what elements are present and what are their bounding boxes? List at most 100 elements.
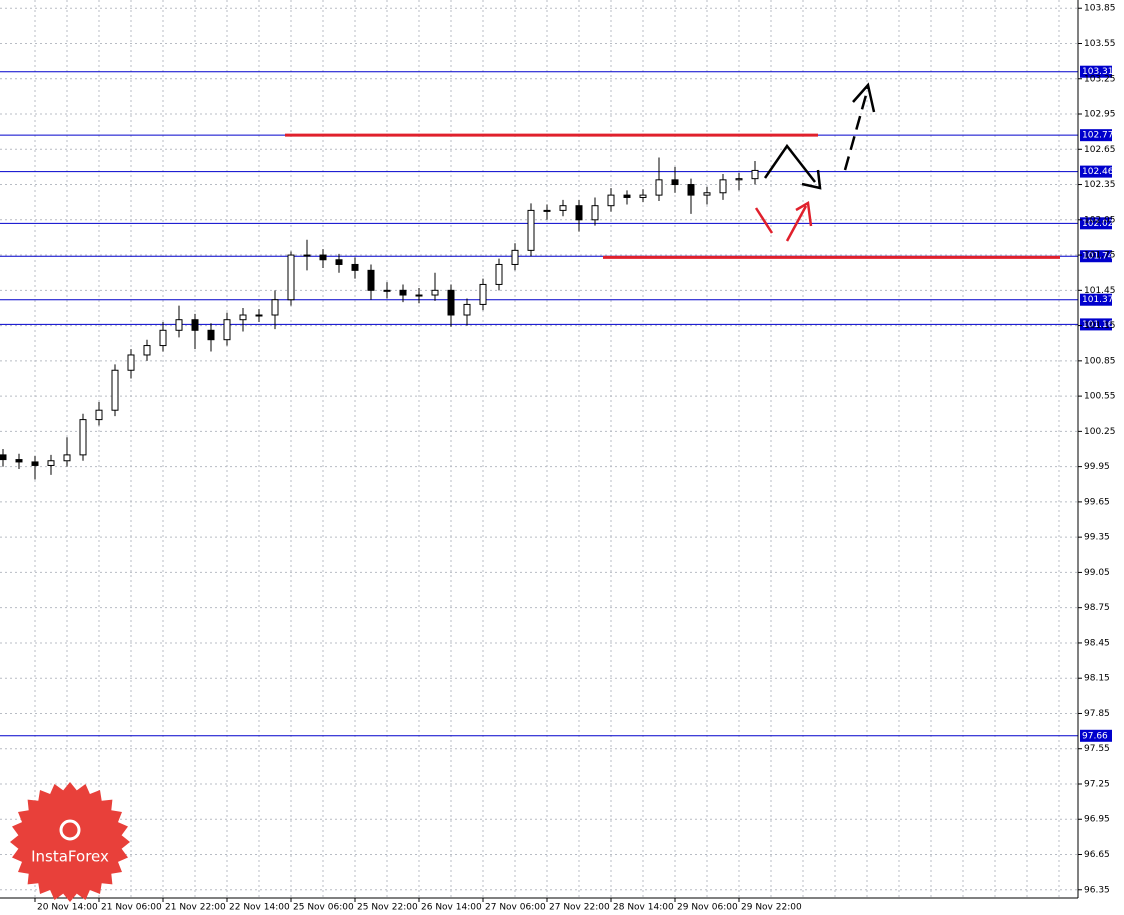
candle-body [239,314,247,321]
candle-body [31,461,39,466]
y-tick-label: 97.25 [1084,779,1110,789]
candle-body [95,409,103,421]
y-tick-label: 98.75 [1084,603,1110,613]
level-label-box [1080,318,1112,331]
level-label-box [1080,165,1112,178]
candle-body [655,179,663,196]
candle-body [671,179,679,186]
candle-body [687,184,695,196]
level-label: 101.37 [1082,295,1114,305]
y-tick-label: 102.35 [1084,180,1116,190]
candle-body [79,419,87,456]
candle-body [111,369,119,411]
candle-body [399,289,407,296]
y-tick-label: 99.95 [1084,462,1110,472]
candle-body [319,254,327,261]
candle-body [639,194,647,198]
logo-icon [59,819,81,841]
level-label: 102.46 [1082,167,1114,177]
candle-body [47,460,55,466]
candle-body [527,209,535,251]
candle-body [735,178,743,181]
level-label-box [1080,250,1112,263]
x-tick-label: 25 Nov 06:00 [293,903,354,913]
candle-body [303,254,311,257]
level-label: 103.31 [1082,67,1114,77]
candle-body [63,454,71,462]
candle-body [415,294,423,297]
candle-body [255,314,263,317]
y-tick-label: 103.25 [1084,74,1116,84]
y-tick-label: 103.85 [1084,4,1116,14]
y-tick-label: 102.05 [1084,215,1116,225]
logo-text: InstaForex [31,848,109,866]
candle-body [207,329,215,341]
y-tick-label: 102.95 [1084,110,1116,120]
y-tick-label: 100.85 [1084,356,1116,366]
candle-body [271,299,279,316]
y-tick-label: 100.25 [1084,427,1116,437]
y-tick-label: 98.15 [1084,674,1110,684]
logo-badge [10,782,130,902]
candle-body [367,269,375,291]
candle-body [559,205,567,211]
x-tick-label: 28 Nov 14:00 [613,903,674,913]
arrow-path [754,207,774,234]
candle-body [383,289,391,292]
candles [0,157,759,480]
x-tick-label: 21 Nov 06:00 [101,903,162,913]
y-tick-label: 100.55 [1084,392,1116,402]
candle-body [543,209,551,212]
y-tick-label: 102.65 [1084,145,1116,155]
candle-body [591,205,599,221]
y-tick-label: 101.75 [1084,251,1116,261]
y-tick-label: 99.65 [1084,497,1110,507]
forecast-arrows [754,82,876,242]
candle-body [223,319,231,341]
x-tick-label: 20 Nov 14:00 [37,903,98,913]
x-tick-label: 25 Nov 22:00 [357,903,418,913]
candle-body [0,454,7,461]
arrow-head [852,82,876,113]
level-label-box [1080,65,1112,78]
arrow-head [795,200,813,227]
y-tick-label: 103.55 [1084,39,1116,49]
arrow-head [801,169,822,190]
candle-body [175,319,183,331]
x-tick-label: 26 Nov 14:00 [421,903,482,913]
candle-body [127,354,135,371]
y-tick-label: 98.45 [1084,638,1110,648]
arrow-path [763,143,816,183]
y-tick-label: 99.35 [1084,533,1110,543]
x-tick-label: 27 Nov 22:00 [549,903,610,913]
candle-body [351,263,359,271]
y-tick-label: 96.95 [1084,815,1110,825]
level-label-box [1080,729,1112,742]
axis-labels: 96.35 96.65 96.95 97.25 97.55 97.85 98.15 98.45… [34,4,1116,913]
y-tick-label: 97.55 [1084,744,1110,754]
candle-body [447,289,455,316]
y-tick-label: 99.05 [1084,568,1110,578]
x-tick-label: 29 Nov 22:00 [741,903,802,913]
arrow-path [843,87,870,171]
candle-body [287,254,295,301]
y-tick-label: 101.45 [1084,286,1116,296]
candle-body [623,194,631,198]
arrow-path [785,205,808,242]
x-tick-label: 27 Nov 06:00 [485,903,546,913]
level-label-box [1080,217,1112,230]
x-tick-label: 29 Nov 06:00 [677,903,738,913]
level-label: 102.02 [1082,219,1114,229]
level-label-box [1080,293,1112,306]
y-tick-label: 96.65 [1084,850,1110,860]
logo: InstaForex [10,782,130,902]
y-tick-label: 96.35 [1084,885,1110,895]
y-tick-label: 101.15 [1084,321,1116,331]
candle-body [159,329,167,347]
level-label: 101.74 [1082,252,1114,262]
candle-body [751,169,759,180]
candle-body [575,205,583,221]
